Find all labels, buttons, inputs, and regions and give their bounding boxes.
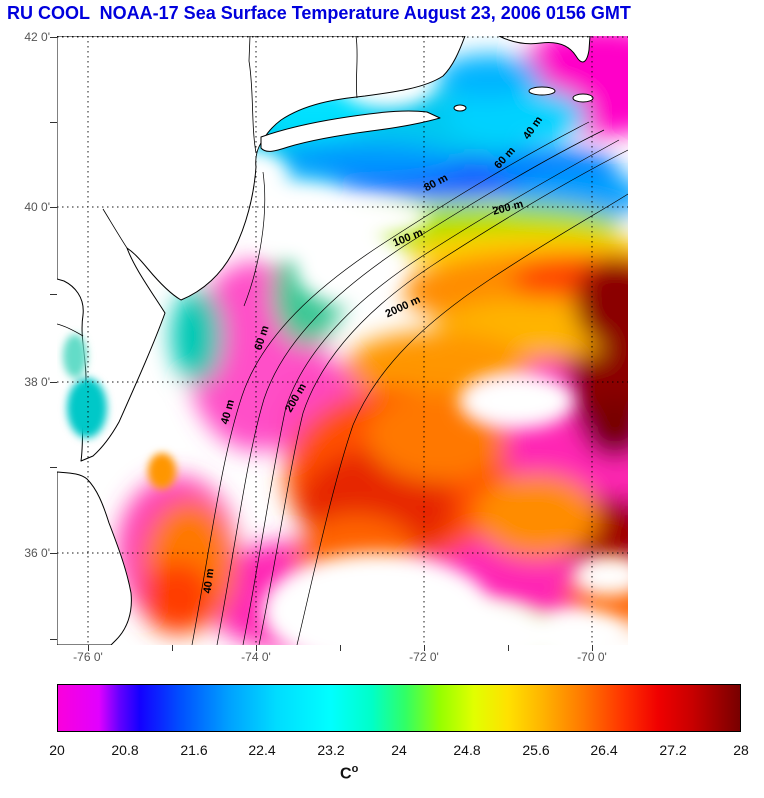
axis-tick	[340, 645, 341, 651]
temperature-unit-label: Co	[340, 763, 359, 783]
bathymetry-contours	[191, 121, 628, 645]
colorbar-tick-label: 27.2	[659, 742, 687, 758]
colorbar-tick-label: 28	[733, 742, 749, 758]
grid-lines	[57, 36, 628, 645]
axis-tick	[50, 294, 57, 295]
x-axis-label-70: -70 0'	[577, 650, 607, 664]
y-axis-label-36: 36 0'	[24, 546, 50, 560]
estuary-sst-patches	[63, 334, 176, 489]
colorbar-tick-label: 20	[49, 742, 65, 758]
axis-tick	[256, 645, 257, 651]
axis-tick	[50, 639, 57, 640]
axis-tick	[50, 553, 57, 554]
x-axis-label-74: -74 0'	[241, 650, 271, 664]
long-island	[260, 110, 441, 152]
sst-satellite-image	[57, 36, 628, 645]
y-axis-label-38: 38 0'	[24, 375, 50, 389]
colorbar-gradient	[58, 685, 740, 731]
colorbar-tick-label: 26.4	[590, 742, 618, 758]
axis-tick	[592, 645, 593, 651]
rivers	[57, 36, 358, 337]
colorbar-tick-label: 20.8	[111, 742, 139, 758]
axis-tick	[50, 122, 57, 123]
marthas-vineyard	[528, 86, 556, 96]
axis-tick	[424, 645, 425, 651]
virginia-carolina-coast	[57, 471, 132, 645]
y-axis-label-40: 40 0'	[24, 200, 50, 214]
block-island	[453, 104, 467, 112]
nantucket	[572, 93, 594, 103]
axis-tick	[172, 645, 173, 651]
axis-tick	[508, 645, 509, 651]
axis-tick	[50, 467, 57, 468]
axis-tick	[88, 645, 89, 651]
axis-tick	[50, 382, 57, 383]
axis-tick	[50, 207, 57, 208]
y-axis-label-42: 42 0'	[24, 30, 50, 44]
x-axis-label-72: -72 0'	[409, 650, 439, 664]
map-area: 40 m 60 m 80 m 200 m 100 m 2000 m 60 m 2…	[57, 36, 628, 645]
page-title: RU COOL NOAA-17 Sea Surface Temperature …	[7, 3, 631, 23]
colorbar-tick-label: 24	[391, 742, 407, 758]
x-axis-label-76: -76 0'	[73, 650, 103, 664]
colorbar-tick-label: 21.6	[180, 742, 208, 758]
axis-tick	[50, 37, 57, 38]
colorbar-tick-label: 23.2	[317, 742, 345, 758]
cape-cod	[498, 36, 591, 63]
colorbar	[57, 684, 741, 732]
colorbar-tick-label: 25.6	[522, 742, 550, 758]
colorbar-tick-label: 22.4	[248, 742, 276, 758]
colorbar-tick-label: 24.8	[453, 742, 481, 758]
